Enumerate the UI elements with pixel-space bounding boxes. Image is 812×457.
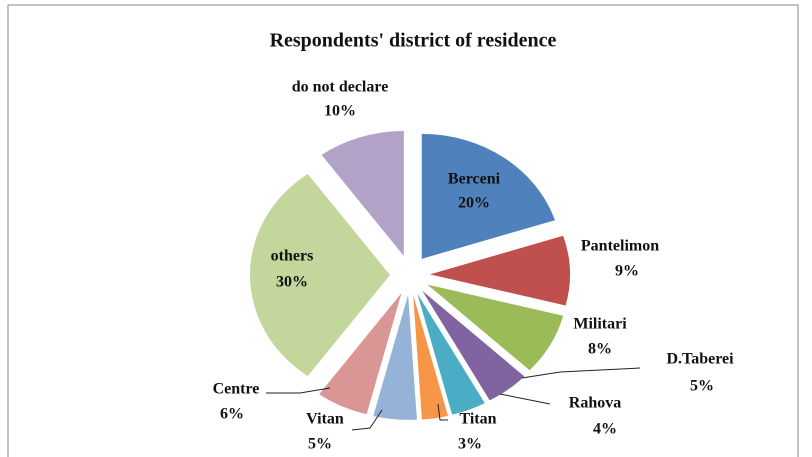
pie-slice xyxy=(422,290,525,401)
value-label: 10% xyxy=(324,103,356,120)
leader-line xyxy=(351,409,383,431)
pie-slice xyxy=(421,133,555,259)
slice-label: do not declare xyxy=(292,79,389,96)
slice-label: others xyxy=(271,248,314,265)
pie-slice xyxy=(373,294,417,420)
value-label: 4% xyxy=(593,421,617,438)
slice-label: Vitan xyxy=(306,411,344,428)
value-label: 6% xyxy=(220,406,244,423)
pie-slice xyxy=(321,130,404,256)
slice-label: Berceni xyxy=(448,171,501,188)
slice-label: Pantelimon xyxy=(581,238,659,255)
value-label: 8% xyxy=(588,341,612,358)
leader-line xyxy=(499,393,551,405)
slice-label: Titan xyxy=(459,411,496,428)
leader-line xyxy=(521,367,641,379)
value-label: 5% xyxy=(690,378,714,395)
pie-slice xyxy=(417,293,485,415)
value-label: 20% xyxy=(458,195,490,212)
slice-label: D.Taberei xyxy=(666,351,734,368)
leader-line xyxy=(266,387,331,394)
value-label: 5% xyxy=(308,436,332,453)
value-label: 30% xyxy=(276,274,308,291)
pie-slice xyxy=(319,293,402,415)
pie-slice xyxy=(427,284,564,371)
value-label: 3% xyxy=(458,436,482,453)
value-label: 9% xyxy=(615,263,639,280)
pie-slice xyxy=(249,173,390,377)
leader-line xyxy=(437,403,448,421)
pie-slice xyxy=(413,294,448,420)
slice-label: Centre xyxy=(213,381,260,398)
slice-label: Militari xyxy=(573,316,627,333)
chart-title: Respondents' district of residence xyxy=(270,30,557,52)
slice-label: Rahova xyxy=(569,395,621,412)
pie-slice xyxy=(429,235,570,306)
